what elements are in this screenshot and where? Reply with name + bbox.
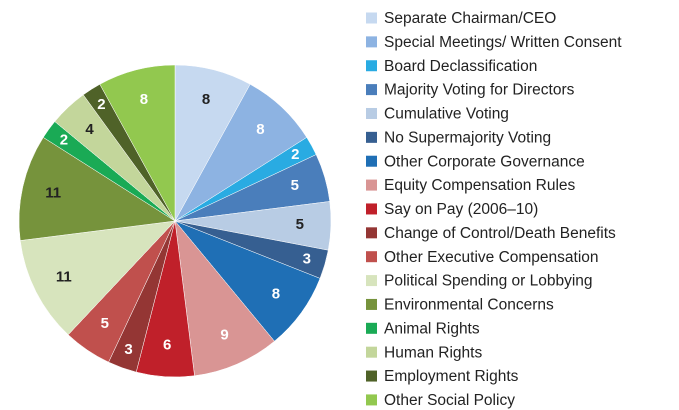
legend-swatch [366,227,377,239]
legend-swatch [366,131,377,143]
legend-swatch [366,346,377,358]
legend-label: Say on Pay (2006–10) [384,201,538,218]
legend-label: Political Spending or Lobbying [384,273,593,290]
legend-swatch [366,370,377,382]
legend-label: Majority Voting for Directors [384,82,575,99]
legend-label: Board Declassification [384,58,537,75]
legend-label: Equity Compensation Rules [384,177,576,194]
slice-label: 2 [60,131,68,148]
slice-label: 11 [56,269,72,286]
legend-swatch [366,275,377,287]
slice-label: 6 [163,337,171,354]
legend-label: Employment Rights [384,368,519,385]
legend-swatch [366,60,377,72]
slice-label: 5 [101,315,109,332]
slice-label: 3 [124,341,132,358]
slice-label: 8 [140,91,148,108]
legend-label: Change of Control/Death Benefits [384,225,616,242]
pie-slice [174,220,275,377]
legend-label: Human Rights [384,344,482,361]
legend-label: Environmental Concerns [384,297,554,314]
pie-slice [19,220,176,336]
slice-label: 4 [85,121,94,138]
slice-label: 9 [220,327,228,344]
legend-swatch [366,251,377,263]
legend-swatch [366,203,377,215]
legend-swatch [366,179,377,191]
slice-label: 5 [296,216,304,233]
slice-label: 3 [303,250,311,267]
legend-swatch [366,36,377,48]
slice-label: 2 [97,96,105,113]
legend-label: Separate Chairman/CEO [384,10,556,27]
pie-slice [18,137,176,241]
legend-label: Cumulative Voting [384,106,509,123]
legend-swatch [366,322,377,334]
slice-label: 8 [272,285,280,302]
pie-slice [99,64,176,222]
legend-label: Other Social Policy [384,392,515,409]
slice-label: 2 [291,146,299,163]
legend-label: Other Corporate Governance [384,153,585,170]
legend-label: No Supermajority Voting [384,129,551,146]
legend-label: Animal Rights [384,320,480,337]
legend-swatch [366,107,377,119]
slice-label: 8 [256,121,264,138]
legend-swatch [366,12,377,24]
legend-swatch [366,84,377,96]
legend-swatch [366,155,377,167]
slice-label: 5 [291,177,299,194]
slice-label: 11 [45,185,61,202]
legend-swatch [366,298,377,310]
legend-label: Special Meetings/ Written Consent [384,34,622,51]
legend-label: Other Executive Compensation [384,249,599,266]
legend-swatch [366,394,377,406]
slice-label: 8 [202,91,210,108]
